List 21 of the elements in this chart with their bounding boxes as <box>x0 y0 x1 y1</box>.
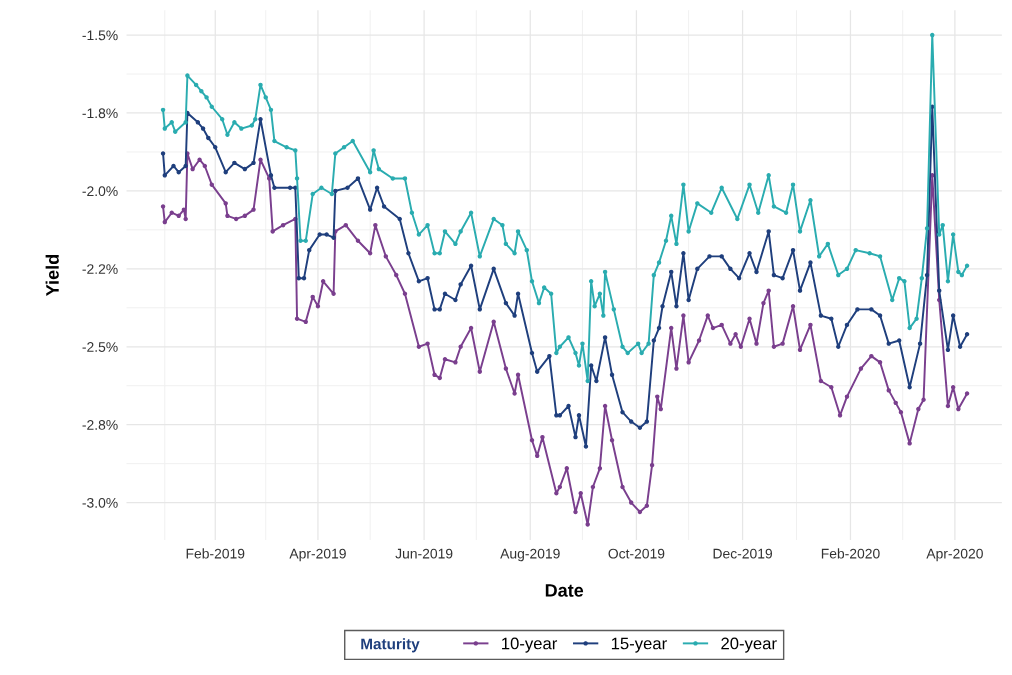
legend-label: 20-year <box>721 637 777 653</box>
x-tick-label: Apr-2020 <box>926 548 983 562</box>
legend-label: 10-year <box>502 637 558 653</box>
y-axis-title: Yield <box>45 255 59 296</box>
x-tick-label: Aug-2019 <box>500 548 560 562</box>
y-tick-label: -2.2% <box>82 264 118 274</box>
y-tick-label: -2.5% <box>82 342 118 352</box>
y-tick-label: -1.5% <box>82 30 118 41</box>
x-tick-label: Apr-2019 <box>289 548 346 562</box>
x-tick-label: Feb-2019 <box>186 548 245 559</box>
x-axis-title: Date <box>545 584 584 597</box>
legend-label: 15-year <box>611 637 667 653</box>
legend-title: Maturity <box>361 638 420 653</box>
y-tick-label: -2.0% <box>82 186 118 197</box>
y-tick-label: -2.8% <box>82 420 118 430</box>
y-tick-label: -3.0% <box>82 497 118 508</box>
x-tick-label: Feb-2020 <box>821 548 880 559</box>
y-tick-label: -1.8% <box>82 108 118 119</box>
x-tick-label: Oct-2019 <box>608 548 665 559</box>
x-tick-label: Dec-2019 <box>713 548 773 559</box>
x-tick-label: Jun-2019 <box>395 548 453 559</box>
